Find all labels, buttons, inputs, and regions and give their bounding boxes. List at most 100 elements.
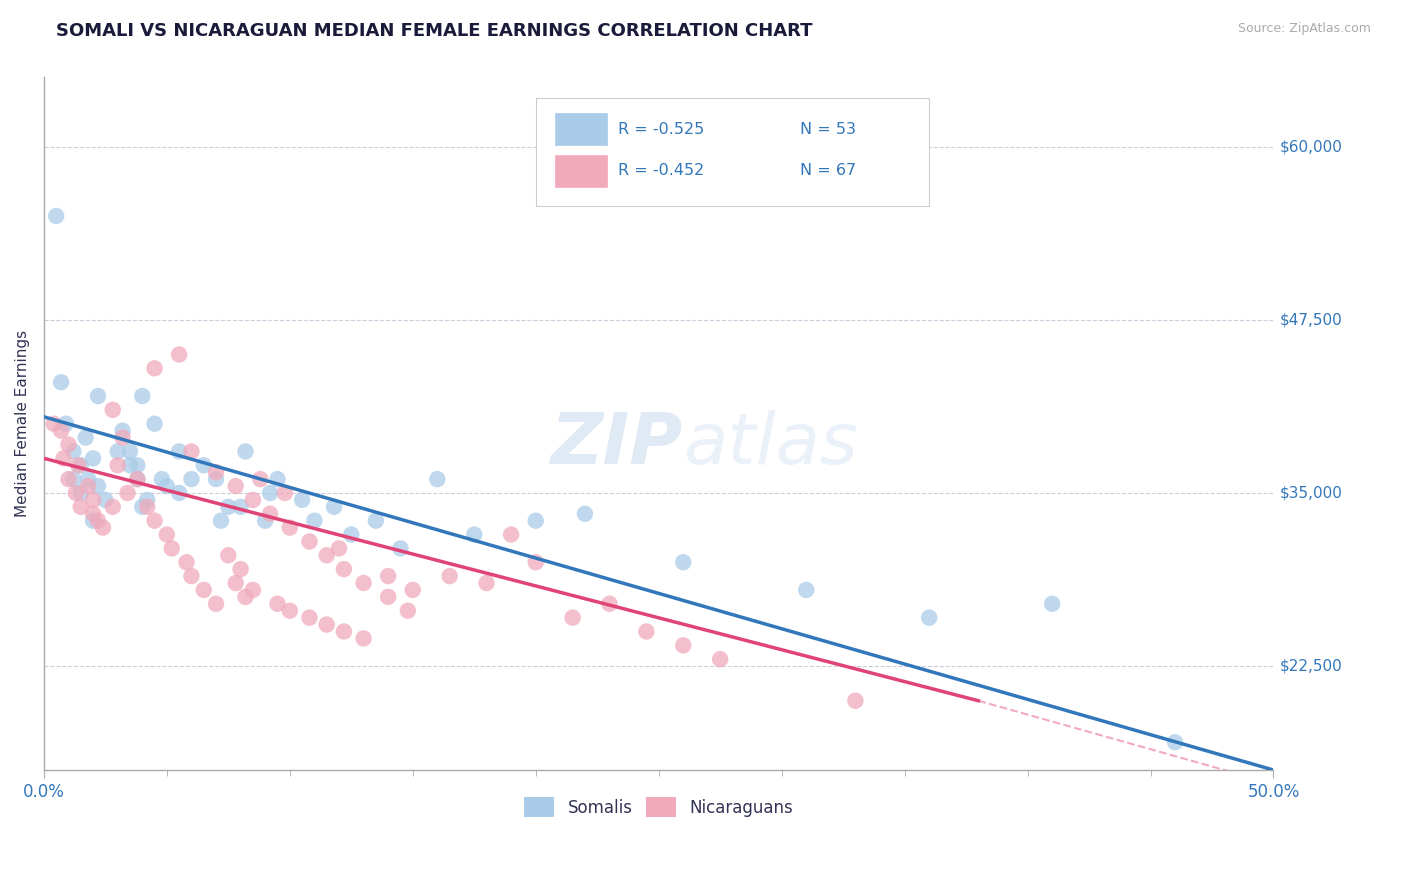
Point xyxy=(209,514,232,528)
Point xyxy=(353,632,375,646)
Point xyxy=(254,514,277,528)
Point xyxy=(156,479,179,493)
Point xyxy=(340,527,363,541)
Point xyxy=(426,472,449,486)
Point xyxy=(82,514,104,528)
Point xyxy=(82,451,104,466)
Point xyxy=(101,402,124,417)
Point xyxy=(229,500,252,514)
Point xyxy=(167,444,190,458)
Point xyxy=(107,458,129,473)
Point xyxy=(242,492,264,507)
Point xyxy=(91,520,114,534)
Point xyxy=(55,417,77,431)
Point xyxy=(249,472,271,486)
Point xyxy=(1040,597,1063,611)
Point xyxy=(107,444,129,458)
Text: ZIP: ZIP xyxy=(551,410,683,479)
Point xyxy=(205,465,228,479)
Point xyxy=(266,597,288,611)
Text: $47,500: $47,500 xyxy=(1279,312,1343,327)
FancyBboxPatch shape xyxy=(536,98,929,205)
Point xyxy=(77,479,100,493)
Text: atlas: atlas xyxy=(683,410,858,479)
Point xyxy=(94,492,117,507)
Point xyxy=(328,541,350,556)
Point xyxy=(69,500,91,514)
Point xyxy=(323,500,346,514)
Point xyxy=(87,514,110,528)
Point xyxy=(176,555,198,569)
Point xyxy=(82,492,104,507)
Point xyxy=(242,582,264,597)
Point xyxy=(67,458,90,473)
Point xyxy=(62,444,84,458)
Point xyxy=(143,417,166,431)
Point xyxy=(377,569,399,583)
Point xyxy=(259,486,281,500)
Point xyxy=(377,590,399,604)
FancyBboxPatch shape xyxy=(555,113,607,145)
Point xyxy=(794,582,817,597)
Point xyxy=(475,576,498,591)
Point xyxy=(127,458,149,473)
Point xyxy=(136,500,159,514)
Point xyxy=(167,486,190,500)
Point xyxy=(389,541,412,556)
Point xyxy=(205,597,228,611)
Point xyxy=(844,694,866,708)
Text: $35,000: $35,000 xyxy=(1279,485,1343,500)
Point xyxy=(364,514,387,528)
Point xyxy=(69,486,91,500)
Point xyxy=(561,610,583,624)
Point xyxy=(82,507,104,521)
Text: N = 67: N = 67 xyxy=(800,163,856,178)
Point xyxy=(229,562,252,576)
Point xyxy=(131,500,153,514)
Point xyxy=(217,500,239,514)
Point xyxy=(259,507,281,521)
Point xyxy=(45,209,67,223)
Point xyxy=(156,527,179,541)
Point xyxy=(298,610,321,624)
Point xyxy=(274,486,297,500)
Point xyxy=(193,458,215,473)
Point xyxy=(266,472,288,486)
Point xyxy=(217,549,239,563)
Point xyxy=(167,347,190,361)
Point xyxy=(42,417,65,431)
Point xyxy=(118,444,141,458)
Point xyxy=(75,431,97,445)
Point xyxy=(235,590,257,604)
Point xyxy=(205,472,228,486)
Point xyxy=(439,569,461,583)
Point xyxy=(69,458,91,473)
Point xyxy=(225,576,247,591)
Y-axis label: Median Female Earnings: Median Female Earnings xyxy=(15,330,30,517)
Point xyxy=(150,472,173,486)
Point xyxy=(636,624,658,639)
Point xyxy=(136,492,159,507)
Point xyxy=(402,582,425,597)
Point xyxy=(333,562,356,576)
Point xyxy=(193,582,215,597)
Point xyxy=(111,431,134,445)
Point xyxy=(52,451,75,466)
Legend: Somalis, Nicaraguans: Somalis, Nicaraguans xyxy=(517,790,800,824)
Point xyxy=(87,479,110,493)
Point xyxy=(709,652,731,666)
Point xyxy=(315,617,337,632)
Point xyxy=(143,514,166,528)
Point xyxy=(235,444,257,458)
Text: $22,500: $22,500 xyxy=(1279,658,1343,673)
Point xyxy=(118,458,141,473)
Point xyxy=(291,492,314,507)
Point xyxy=(160,541,183,556)
Point xyxy=(127,472,149,486)
Point xyxy=(1164,735,1187,749)
Point xyxy=(672,555,695,569)
Point xyxy=(333,624,356,639)
Point xyxy=(298,534,321,549)
Point xyxy=(49,424,72,438)
Point xyxy=(225,479,247,493)
